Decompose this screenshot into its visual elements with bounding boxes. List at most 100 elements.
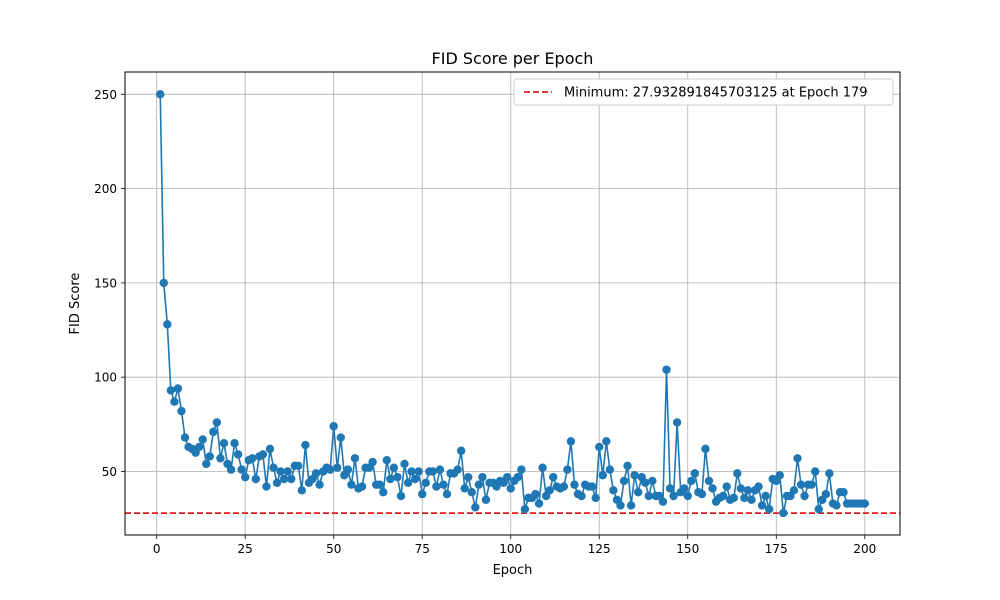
x-tick-label: 150 [676, 542, 699, 556]
data-point [623, 461, 632, 471]
data-point [400, 459, 409, 469]
data-point [779, 508, 788, 518]
data-point [545, 486, 554, 495]
data-point [754, 482, 763, 491]
data-point [598, 471, 607, 480]
data-point [382, 455, 392, 465]
data-point [301, 440, 310, 450]
data-point [453, 465, 462, 474]
data-point [258, 450, 268, 459]
x-axis-label: Epoch [493, 563, 533, 578]
x-tick-label: 125 [588, 542, 611, 556]
data-point [757, 501, 767, 510]
data-point [279, 474, 289, 484]
data-point [212, 418, 222, 427]
data-point [609, 486, 618, 495]
y-tick-label: 100 [94, 371, 117, 385]
data-point [718, 491, 728, 501]
series-layer [156, 90, 869, 518]
data-point [294, 461, 303, 471]
data-point [241, 472, 250, 482]
data-point [680, 484, 689, 493]
data-point [513, 472, 523, 482]
data-point [733, 469, 742, 478]
data-point [329, 422, 338, 431]
x-tick-label: 200 [853, 542, 876, 556]
data-point [272, 478, 282, 487]
data-point [410, 474, 420, 484]
data-point [237, 465, 246, 474]
data-point [764, 505, 774, 514]
data-point [658, 497, 668, 506]
data-point [648, 476, 657, 486]
legend-box [513, 78, 894, 106]
data-point [814, 505, 823, 514]
data-point [432, 482, 441, 491]
data-point [435, 465, 445, 474]
data-point [170, 397, 179, 406]
data-point [704, 476, 714, 486]
data-point [736, 484, 746, 493]
data-point [265, 444, 275, 454]
data-point [729, 493, 738, 503]
data-point [471, 503, 480, 512]
data-point [209, 427, 218, 437]
data-point [173, 384, 183, 393]
data-point [669, 491, 678, 501]
data-point [333, 463, 342, 472]
data-point [311, 469, 321, 478]
data-point [538, 463, 547, 472]
x-tick-label: 25 [238, 542, 253, 556]
data-point [248, 454, 257, 463]
data-point [226, 465, 236, 474]
data-point [595, 442, 604, 452]
data-point [761, 491, 770, 501]
plot-frame [124, 71, 901, 536]
data-point [156, 90, 165, 99]
data-point [821, 489, 831, 499]
data-point [502, 472, 512, 482]
data-point [825, 469, 834, 478]
data-point [219, 438, 229, 448]
data-point [577, 491, 586, 501]
data-point [672, 418, 682, 427]
data-point [701, 444, 710, 454]
data-point [442, 489, 452, 499]
data-point [683, 491, 692, 501]
x-tick-label: 100 [499, 542, 522, 556]
data-point [832, 501, 841, 510]
data-point [198, 435, 207, 444]
data-point [793, 454, 802, 463]
grid-layer [125, 72, 900, 535]
data-point [216, 454, 225, 463]
data-point [287, 474, 296, 484]
data-point [166, 386, 176, 395]
data-point [262, 482, 271, 491]
x-tick-label: 0 [153, 542, 161, 556]
data-point [396, 491, 406, 501]
data-point [531, 489, 540, 499]
data-point [839, 488, 848, 497]
data-point [566, 437, 576, 446]
data-point [559, 482, 569, 491]
x-tick-label: 75 [415, 542, 430, 556]
data-point [626, 501, 636, 510]
data-point [269, 463, 278, 472]
data-point [421, 478, 430, 487]
data-point [478, 472, 487, 482]
data-point [687, 476, 696, 486]
data-point [641, 478, 650, 487]
data-point [474, 480, 484, 489]
data-point [386, 474, 395, 484]
y-tick-label: 150 [94, 276, 117, 290]
data-point [605, 465, 615, 474]
data-point [205, 452, 214, 461]
data-point [180, 433, 190, 442]
data-point [428, 467, 438, 476]
data-point [789, 486, 799, 495]
data-point [163, 320, 172, 329]
data-point [350, 454, 360, 463]
data-point [708, 484, 717, 493]
chart-title: FID Score per Epoch [432, 49, 594, 68]
